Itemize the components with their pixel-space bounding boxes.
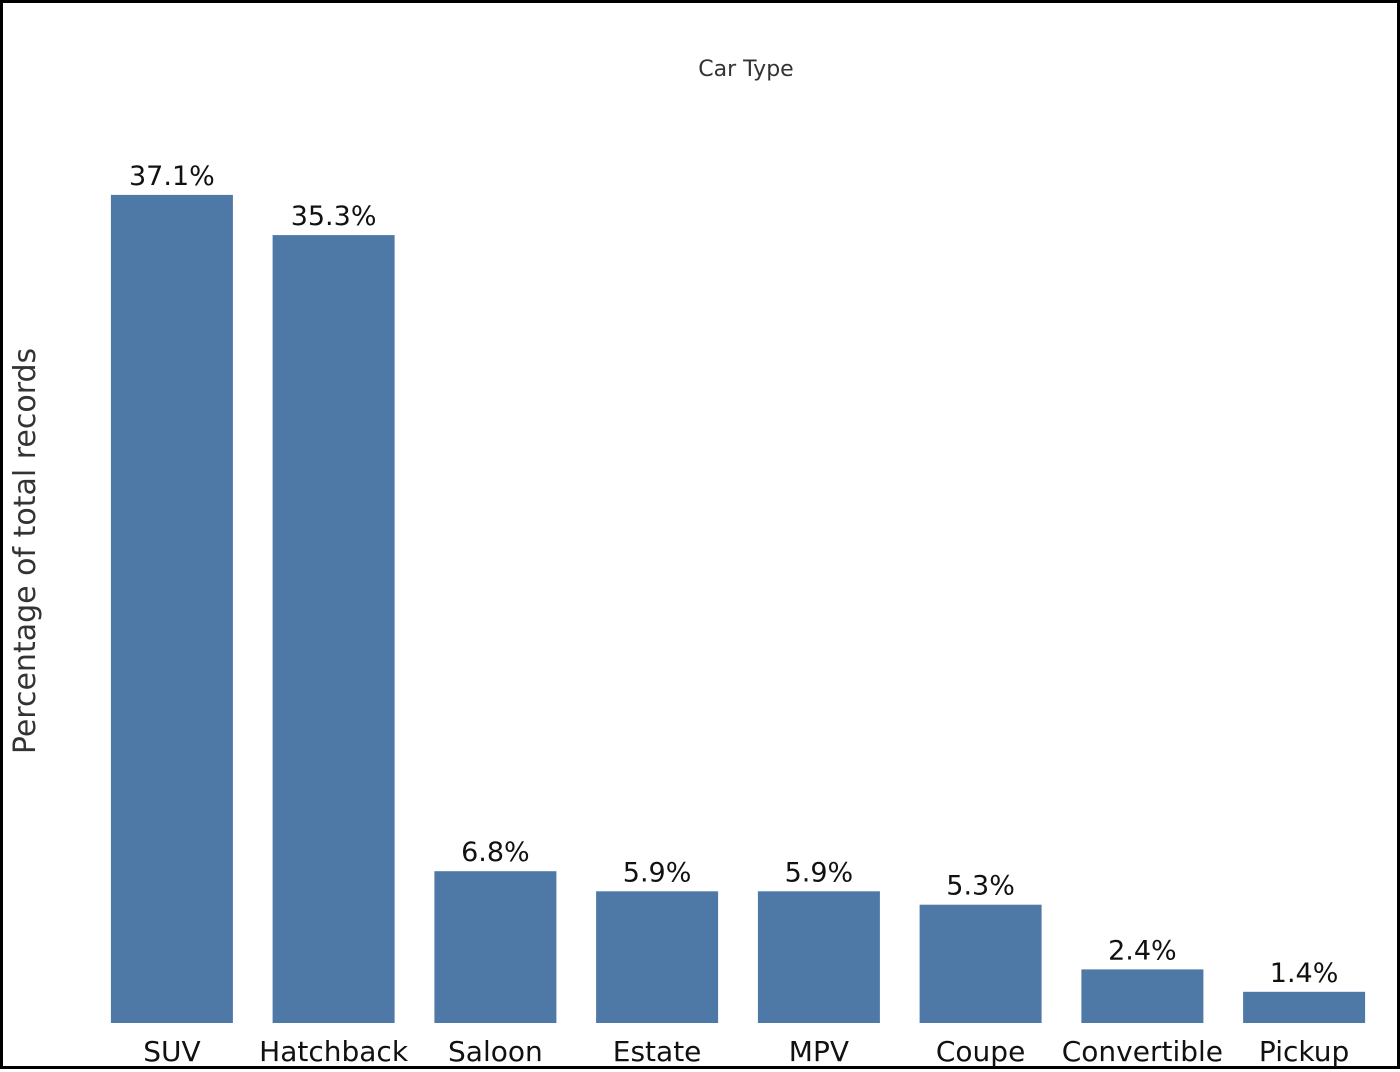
value-label-pickup: 1.4%: [1270, 958, 1339, 989]
x-tick-convertible: Convertible: [1062, 1035, 1223, 1068]
value-label-hatchback: 35.3%: [291, 201, 377, 232]
bar-chart: Car Type Percentage of total records 37.…: [8, 57, 1366, 1068]
value-label-convertible: 2.4%: [1108, 935, 1177, 966]
chart-title: Car Type: [698, 57, 793, 82]
value-label-saloon: 6.8%: [461, 837, 530, 868]
bar-coupe[interactable]: [919, 904, 1042, 1023]
value-label-mpv: 5.9%: [785, 857, 854, 888]
x-tick-labels-group: SUV Hatchback Saloon Estate MPV Coupe Converti…: [143, 1035, 1349, 1068]
x-tick-mpv: MPV: [789, 1035, 849, 1068]
x-tick-pickup: Pickup: [1259, 1035, 1349, 1068]
value-label-suv: 37.1%: [129, 161, 215, 192]
bar-convertible[interactable]: [1081, 969, 1204, 1023]
bar-pickup[interactable]: [1243, 991, 1366, 1023]
y-axis-label: Percentage of total records: [8, 348, 43, 754]
x-tick-estate: Estate: [613, 1035, 702, 1068]
x-tick-saloon: Saloon: [448, 1035, 543, 1068]
x-tick-hatchback: Hatchback: [259, 1035, 409, 1068]
bar-hatchback[interactable]: [272, 235, 395, 1024]
x-tick-coupe: Coupe: [936, 1035, 1025, 1068]
bar-suv[interactable]: [110, 194, 233, 1023]
bar-mpv[interactable]: [757, 891, 880, 1023]
value-label-estate: 5.9%: [623, 857, 692, 888]
x-tick-suv: SUV: [143, 1035, 200, 1068]
bars-group: [110, 194, 1366, 1024]
value-label-coupe: 5.3%: [946, 871, 1015, 902]
bar-estate[interactable]: [596, 891, 719, 1023]
bar-saloon[interactable]: [434, 871, 557, 1023]
value-labels-group: 37.1% 35.3% 6.8% 5.9% 5.9% 5.3% 2.4% 1.4%: [129, 161, 1338, 989]
